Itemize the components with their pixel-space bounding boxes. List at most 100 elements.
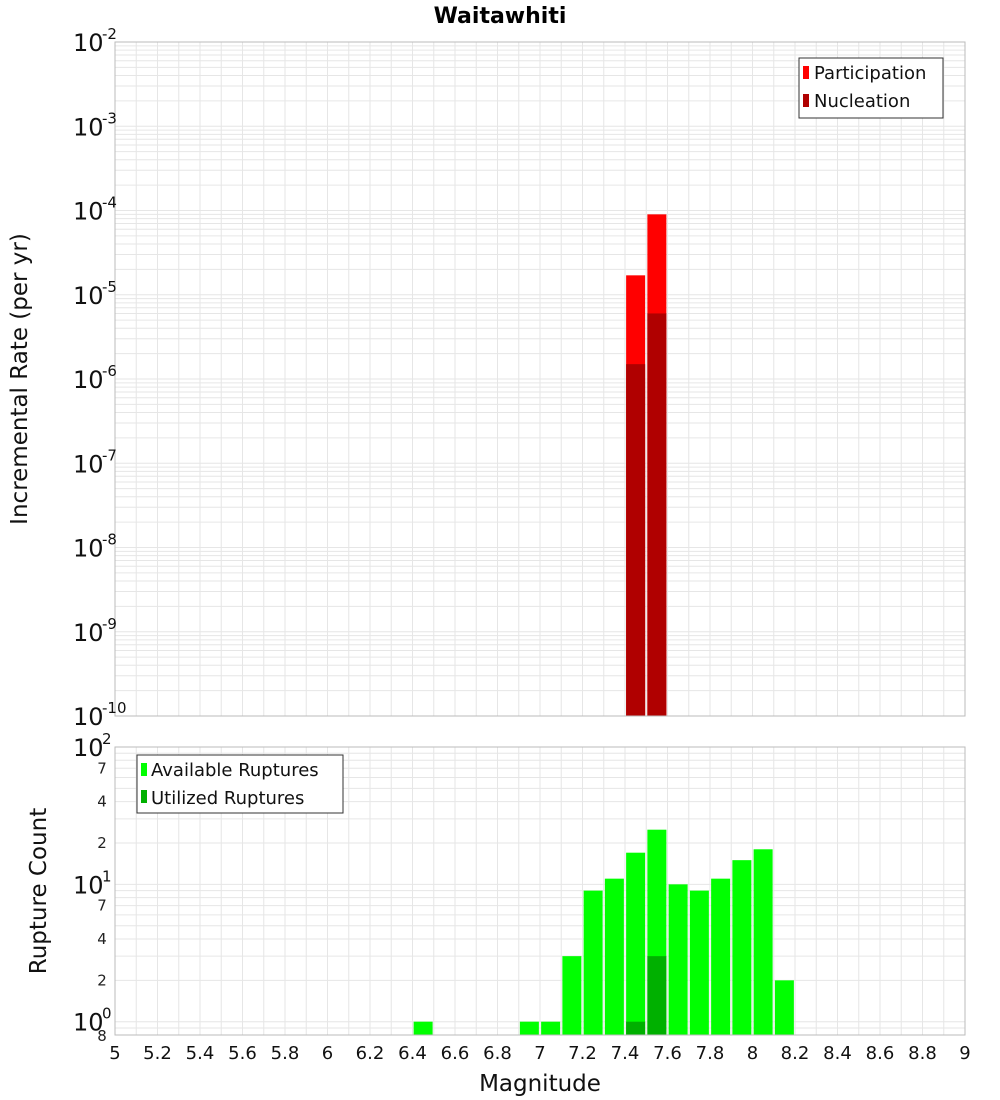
count-gridlines <box>114 746 966 1036</box>
rate-y-tick-label: 10-9 <box>73 615 117 647</box>
magnitude-x-tick-label: 8.4 <box>823 1043 852 1064</box>
nucleation-legend-label: Nucleation <box>814 91 910 112</box>
count-plot-frame <box>114 746 966 1036</box>
magnitude-x-tick-label: 9 <box>959 1043 970 1064</box>
count-y-minor-tick: 4 <box>97 930 107 948</box>
count-y-minor-tick: 2 <box>97 834 107 852</box>
rate-bars <box>626 214 667 716</box>
magnitude-x-ticks: 5 5.2 5.4 5.6 5.8 6 6.2 6.4 6.6 6.8 7 7.2 7.4 7.6 7.8 8… <box>109 1043 970 1064</box>
count-y-tick-exponent: 1 <box>102 867 112 885</box>
utilized-ruptures-bar <box>626 1021 646 1035</box>
available-ruptures-bar <box>413 1021 433 1035</box>
rate-y-tick-label: 10-2 <box>73 25 117 57</box>
magnitude-x-tick-label: 7.4 <box>611 1043 640 1064</box>
magnitude-x-axis-label: Magnitude <box>479 1071 601 1097</box>
magnitude-x-tick-label: 6.6 <box>441 1043 470 1064</box>
count-y-major-tick: 100 <box>73 1005 112 1037</box>
rate-y-tick-exponent: -9 <box>102 615 117 633</box>
magnitude-x-tick-label: 7.6 <box>653 1043 682 1064</box>
available-ruptures-bar <box>774 980 794 1035</box>
rate-y-axis-label: Incremental Rate (per yr) <box>7 233 33 525</box>
magnitude-x-tick-label: 6.8 <box>483 1043 512 1064</box>
rate-y-tick-label: 10-10 <box>73 699 127 731</box>
available-ruptures-bar <box>711 878 731 1035</box>
rate-y-tick-base: 10 <box>73 113 104 141</box>
chart-title: Waitawhiti <box>434 4 567 29</box>
rate-y-tick-exponent: -4 <box>102 194 117 212</box>
magnitude-x-tick-label: 8.2 <box>781 1043 810 1064</box>
magnitude-x-tick-label: 6 <box>322 1043 333 1064</box>
participation-legend-label: Participation <box>814 63 926 84</box>
magnitude-x-tick-label: 8 <box>747 1043 758 1064</box>
available-ruptures-bar <box>689 890 709 1035</box>
count-y-tick-exponent: 0 <box>102 1005 112 1023</box>
available-ruptures-bar <box>732 860 752 1035</box>
available-ruptures-bar <box>541 1021 561 1035</box>
available-ruptures-bar <box>668 884 688 1035</box>
available-ruptures-bar <box>519 1021 539 1035</box>
utilized-ruptures-bar <box>647 956 667 1035</box>
count-y-minor-tick: 2 <box>97 971 107 989</box>
rate-plot-frame <box>114 41 966 717</box>
rate-y-tick-base: 10 <box>73 366 104 394</box>
rate-legend: Participation Nucleation <box>798 57 944 119</box>
available-legend-label: Available Ruptures <box>151 760 319 781</box>
magnitude-x-tick-label: 8.6 <box>866 1043 895 1064</box>
magnitude-x-tick-label: 8.8 <box>908 1043 937 1064</box>
rate-y-tick-base: 10 <box>73 29 104 57</box>
magnitude-x-tick-label: 7.8 <box>696 1043 725 1064</box>
count-y-major-tick: 101 <box>73 867 112 899</box>
rate-y-tick-base: 10 <box>73 535 104 563</box>
count-y-major-tick: 102 <box>73 730 112 762</box>
magnitude-x-tick-label: 5 <box>109 1043 120 1064</box>
nucleation-legend-swatch <box>803 94 809 107</box>
count-y-minor-tick: 7 <box>97 897 107 915</box>
count-legend-box <box>136 754 344 814</box>
rate-y-tick-exponent: -10 <box>102 699 127 717</box>
available-legend-swatch <box>141 763 147 776</box>
rate-y-tick-base: 10 <box>73 703 104 731</box>
magnitude-x-tick-label: 5.4 <box>186 1043 215 1064</box>
rate-y-tick-base: 10 <box>73 619 104 647</box>
nucleation-bar <box>626 364 646 716</box>
utilized-legend-label: Utilized Ruptures <box>151 788 304 809</box>
magnitude-x-tick-label: 6.2 <box>356 1043 385 1064</box>
available-ruptures-bar <box>562 956 582 1035</box>
nucleation-bar <box>647 313 667 716</box>
count-y-tick-base: 10 <box>73 871 104 899</box>
magnitude-x-tick-label: 7 <box>534 1043 545 1064</box>
magnitude-x-tick-label: 5.8 <box>271 1043 300 1064</box>
rate-y-tick-label: 10-5 <box>73 278 117 310</box>
count-y-axis-label: Rupture Count <box>26 808 52 974</box>
available-ruptures-bar <box>583 890 603 1035</box>
rate-y-tick-base: 10 <box>73 282 104 310</box>
rate-gridlines <box>114 42 966 717</box>
rate-y-tick-exponent: -6 <box>102 362 117 380</box>
rate-y-tick-label: 10-7 <box>73 446 117 478</box>
rate-y-tick-label: 10-8 <box>73 531 117 563</box>
rate-y-tick-base: 10 <box>73 198 104 226</box>
rate-y-tick-exponent: -8 <box>102 531 117 549</box>
magnitude-x-tick-label: 6.4 <box>398 1043 427 1064</box>
count-y-minor-tick: 7 <box>97 759 107 777</box>
magnitude-x-tick-label: 7.2 <box>568 1043 597 1064</box>
count-y-minor-tick: 4 <box>97 793 107 811</box>
count-bars <box>413 829 794 1035</box>
rate-y-tick-label: 10-4 <box>73 194 117 226</box>
count-legend: Available Ruptures Utilized Ruptures <box>136 754 344 814</box>
rate-legend-box <box>798 57 944 119</box>
magnitude-x-tick-label: 5.2 <box>143 1043 172 1064</box>
participation-legend-swatch <box>803 66 809 79</box>
utilized-legend-swatch <box>141 790 147 803</box>
rate-y-tick-exponent: -3 <box>102 109 117 127</box>
count-y-minor-tick: 8 <box>97 1027 107 1045</box>
available-ruptures-bar <box>626 852 646 1035</box>
rate-y-tick-exponent: -2 <box>102 25 117 43</box>
rate-y-tick-exponent: -5 <box>102 278 117 296</box>
rate-y-tick-label: 10-3 <box>73 109 117 141</box>
rate-y-tick-base: 10 <box>73 450 104 478</box>
